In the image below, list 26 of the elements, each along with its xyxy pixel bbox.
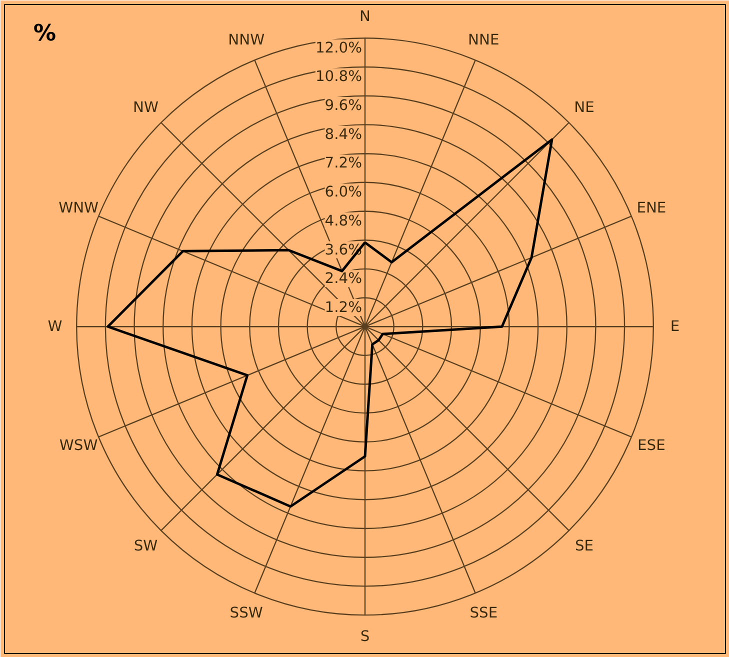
- spoke-label: N: [360, 8, 370, 26]
- y-tick-label: 4.8%: [324, 212, 362, 230]
- spoke-label: SSW: [230, 604, 264, 622]
- spoke-label: ENE: [636, 199, 666, 216]
- spoke-label: NNW: [228, 32, 266, 49]
- spoke-label: E: [670, 318, 680, 336]
- text: %: [33, 20, 56, 46]
- spoke-label: NE: [574, 98, 594, 116]
- spoke-label: SW: [134, 537, 158, 554]
- spoke-label: SSE: [470, 604, 498, 622]
- spoke-label: SE: [574, 537, 594, 554]
- y-tick-label: 1.2%: [324, 298, 362, 316]
- spoke-label: NNE: [468, 32, 500, 49]
- spoke-label: WNW: [58, 199, 100, 216]
- y-tick-label: 2.4%: [324, 270, 362, 288]
- spoke-label: WSW: [59, 436, 98, 454]
- y-tick-label: 8.4%: [324, 126, 362, 143]
- spoke-label: W: [48, 318, 63, 336]
- y-tick-label: 9.6%: [324, 97, 362, 114]
- spoke-label: NW: [133, 98, 160, 116]
- y-tick-label: 12.0%: [315, 39, 362, 56]
- y-tick-label: 7.2%: [324, 154, 362, 172]
- spoke-label: S: [360, 628, 370, 646]
- y-tick-label: 10.8%: [315, 68, 362, 86]
- spoke-label: ESE: [638, 436, 666, 454]
- y-tick-label: 6.0%: [324, 184, 362, 201]
